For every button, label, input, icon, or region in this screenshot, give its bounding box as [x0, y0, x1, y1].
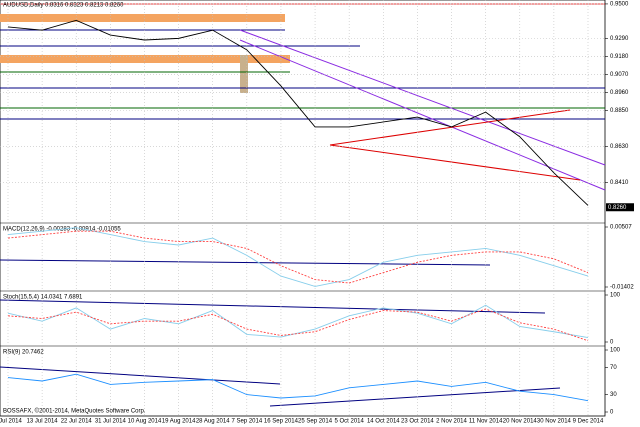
y-tick-label: 0.8410 [610, 180, 629, 186]
drawn-line [329, 109, 571, 146]
y-tick-label: -0.01402 [610, 285, 634, 291]
x-tick-label: 16 Sep 2014 [264, 419, 299, 425]
drawn-line [0, 366, 281, 385]
drawn-line [269, 387, 561, 407]
drawn-line [0, 299, 546, 314]
drawn-line [0, 259, 491, 266]
x-tick-label: 31 Jul 2014 [95, 419, 127, 425]
x-tick-label: 10 Aug 2014 [128, 419, 162, 425]
x-tick-label: 14 Oct 2014 [367, 419, 400, 425]
pane-title: AUDUSD,Daily 0.8316 0.8323 0.8213 0.8260 [3, 3, 124, 9]
y-tick-label: 0.9070 [610, 72, 629, 78]
x-tick-label: 22 Jul 2014 [61, 419, 93, 425]
pane-title: RSI(9) 20.7462 [3, 350, 44, 356]
y-tick-label: 0.9500 [610, 2, 629, 8]
y-tick-label: 0.00507 [610, 225, 632, 231]
x-tick-label: 23 Oct 2014 [401, 419, 434, 425]
y-tick-label: 70 [610, 365, 617, 371]
x-tick-label: 2 Nov 2014 [436, 419, 467, 425]
drawn-line [239, 39, 606, 191]
series-line [7, 373, 589, 402]
x-tick-label: 20 Nov 2014 [503, 419, 538, 425]
y-tick-label: 0.8630 [610, 144, 629, 150]
x-tick-label: 25 Sep 2014 [298, 419, 333, 425]
copyright: BOSSAFX, ©2001-2014, MetaQuotes Software… [3, 408, 146, 415]
y-tick-label: 0.8850 [610, 108, 629, 114]
price-label: 0.8260 [608, 205, 627, 211]
x-tick-label: 9 Dec 2014 [573, 419, 604, 425]
series-line [7, 227, 589, 287]
x-tick-label: 19 Aug 2014 [162, 419, 196, 425]
pane-title: Stoch(15,5,4) 14.0341 7.6891 [3, 295, 83, 301]
drawn-line [239, 29, 606, 166]
zone [0, 55, 290, 63]
y-tick-label: 0.8960 [610, 90, 629, 96]
y-tick-label: 100 [610, 293, 621, 299]
y-tick-label: 0 [610, 410, 614, 416]
y-tick-label: 0.9180 [610, 54, 629, 60]
x-tick-label: 5 Oct 2014 [334, 419, 364, 425]
series-line [7, 19, 589, 206]
y-tick-label: 0 [610, 340, 614, 346]
price-box [606, 203, 634, 212]
x-tick-label: 13 Jul 2014 [27, 419, 59, 425]
x-tick-label: 11 Nov 2014 [469, 419, 503, 425]
zone [0, 14, 285, 22]
x-tick-label: 28 Aug 2014 [196, 419, 230, 425]
y-tick-label: 30 [610, 392, 617, 398]
x-tick-label: 7 Sep 2014 [231, 419, 262, 425]
y-tick-label: 100 [610, 348, 621, 354]
series-line [7, 308, 589, 342]
drawn-line [329, 144, 581, 181]
series-line [7, 304, 589, 339]
y-tick-label: 0.9290 [610, 36, 629, 42]
plot-frame [0, 0, 606, 417]
zone [240, 55, 248, 93]
x-tick-label: 30 Nov 2014 [537, 419, 572, 425]
pane-title: MACD(12,26,9) -0.00283 -0.00914 -0.01055 [3, 227, 121, 233]
x-tick-label: 3 Jul 2014 [0, 419, 23, 425]
